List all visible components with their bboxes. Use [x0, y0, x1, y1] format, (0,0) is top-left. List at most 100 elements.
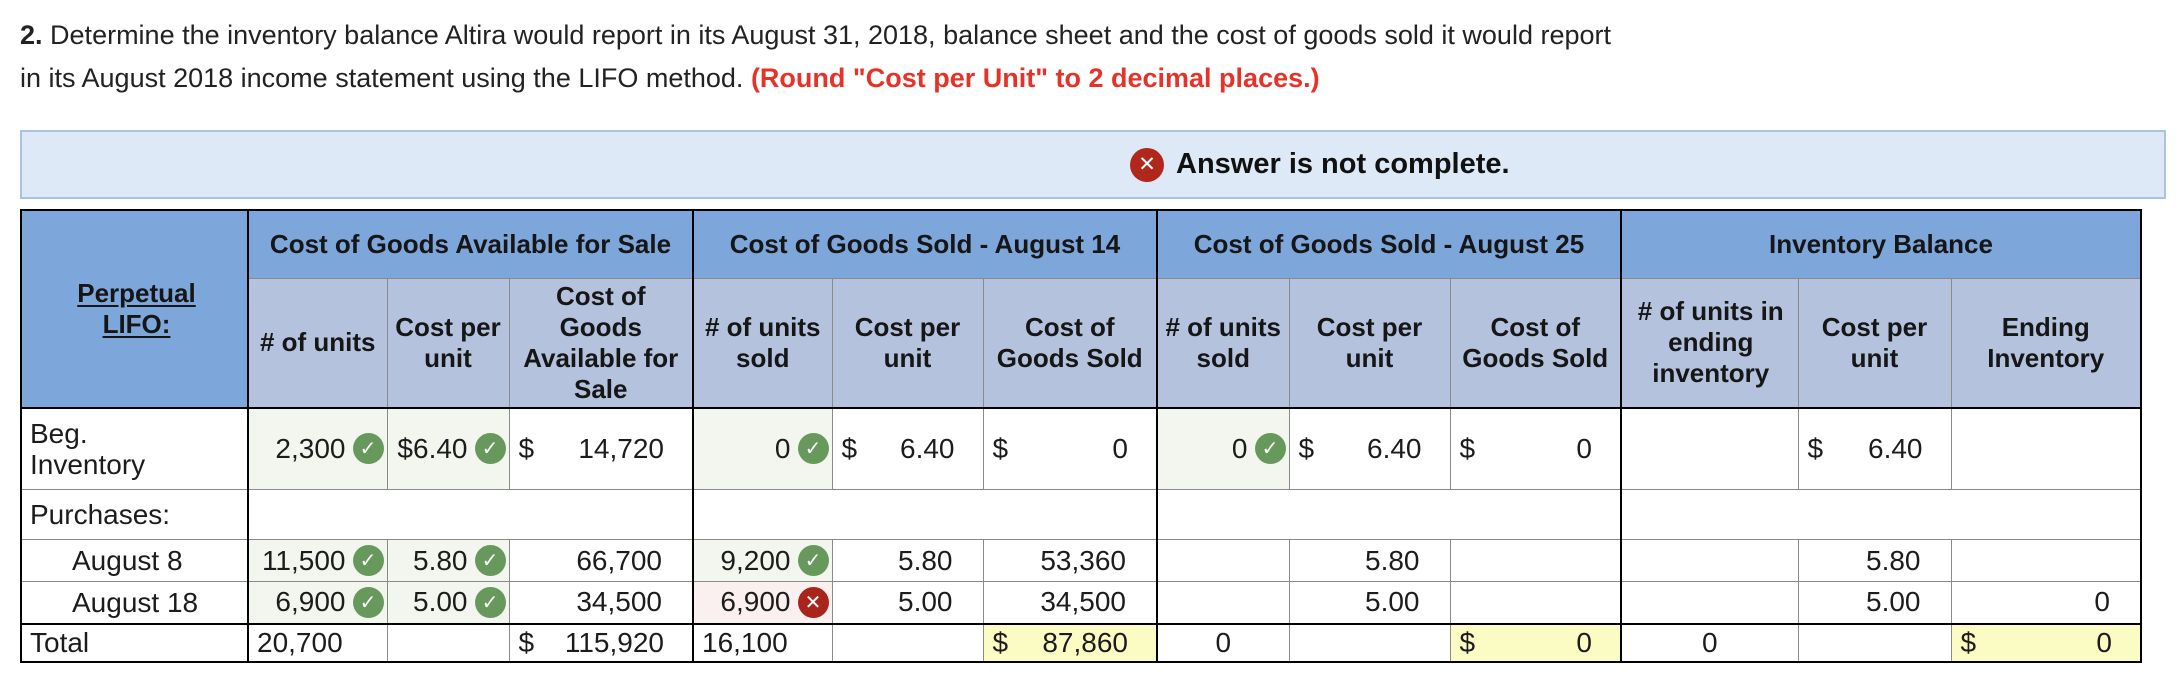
- input-cell[interactable]: 0: [1620, 622, 1799, 662]
- cell-value: 5.80: [898, 544, 953, 576]
- empty-cell: [1620, 489, 2142, 540]
- input-cell[interactable]: $6.40 ✓: [386, 407, 510, 490]
- row-label-text: Purchases:: [30, 499, 171, 530]
- value-cell: 5.80: [831, 539, 984, 582]
- banner-text: Answer is not complete.: [1176, 148, 1510, 180]
- empty-cell: [1620, 407, 1799, 490]
- input-cell[interactable]: 6,900 ✕: [692, 581, 833, 624]
- cell-value: $6.40: [397, 432, 468, 464]
- question-line2: in its August 2018 income statement usin…: [20, 63, 744, 93]
- cell-value: 34,500: [1040, 586, 1126, 618]
- cell-value: 5.00: [1365, 586, 1420, 618]
- empty-cell: [1950, 539, 2142, 582]
- input-cell[interactable]: 5.80 ✓: [386, 539, 510, 582]
- cell-value: 0: [1112, 432, 1128, 464]
- empty-cell: [1156, 581, 1290, 624]
- empty-cell: [1449, 539, 1622, 582]
- empty-cell: [1620, 581, 1799, 624]
- empty-cell: [692, 489, 1158, 540]
- value-cell: 0: [1950, 581, 2142, 624]
- table-row-aug8: August 8 11,500 ✓ 5.80 ✓ 66,700 9,200 ✓ 5.80 53,3…: [20, 539, 2142, 582]
- input-cell[interactable]: 5.00 ✓: [386, 581, 510, 624]
- table-group-header-row: Perpetual LIFO: Cost of Goods Available f…: [20, 209, 2142, 409]
- cell-value: 0: [1231, 432, 1248, 464]
- input-cell[interactable]: 0: [1156, 622, 1290, 662]
- row-label: August 8: [20, 539, 249, 582]
- rounding-note: (Round "Cost per Unit" to 2 decimal plac…: [750, 63, 1320, 93]
- input-cell[interactable]: 0 ✓: [1156, 407, 1290, 490]
- col-header-units-sold-a25: # of units sold: [1156, 277, 1290, 409]
- question-number: 2.: [20, 20, 43, 50]
- cell-value: 34,500: [576, 586, 662, 618]
- value-cell: $87,860: [982, 622, 1158, 662]
- cell-value: 0: [1576, 432, 1592, 464]
- col-header-cost-per-unit: Cost per unit: [386, 277, 510, 409]
- empty-cell: [1156, 489, 1622, 540]
- cell-value: 5.80: [1365, 544, 1420, 576]
- empty-cell: [386, 622, 510, 662]
- empty-cell: [1797, 622, 1952, 662]
- cell-value: 5.80: [413, 544, 468, 576]
- correct-check-icon: ✓: [352, 545, 384, 576]
- question-text: 2. Determine the inventory balance Altir…: [20, 14, 2120, 100]
- empty-cell: [1950, 407, 2142, 490]
- row-label: August 18: [20, 581, 249, 624]
- page: 2. Determine the inventory balance Altir…: [0, 14, 2184, 663]
- table-row-beg: Beg. Inventory 2,300 ✓ $6.40 ✓ $14,720 0 ✓ $6.40 $…: [20, 407, 2142, 490]
- input-cell[interactable]: 16,100: [692, 622, 833, 662]
- input-cell[interactable]: 9,200 ✓: [692, 539, 833, 582]
- value-cell: $0: [1449, 622, 1622, 662]
- cell-value: 14,720: [578, 432, 664, 464]
- cell-value: 9,200: [720, 544, 791, 576]
- question-line1: Determine the inventory balance Altira w…: [50, 20, 1611, 50]
- empty-cell: [1449, 581, 1622, 624]
- table-row-aug18: August 18 6,900 ✓ 5.00 ✓ 34,500 6,900 ✕ 5.00 34,5…: [20, 581, 2142, 624]
- col-header-cost-per-unit-ib: Cost per unit: [1797, 277, 1952, 409]
- cell-value: 6.40: [1868, 432, 1923, 464]
- table-row-total: Total 20,700 $115,920 16,100 $87,860 0 $0 0 $0: [20, 622, 2142, 662]
- value-cell: 5.80: [1797, 539, 1952, 582]
- cell-value: 0: [1215, 626, 1232, 658]
- correct-check-icon: ✓: [474, 545, 506, 576]
- cell-value: 6.40: [1367, 432, 1422, 464]
- dollar-sign: $: [518, 432, 535, 464]
- cell-value: 6,900: [275, 586, 346, 618]
- value-cell: $115,920: [508, 622, 694, 662]
- value-cell: 5.00: [1797, 581, 1952, 624]
- row-label: Beg. Inventory: [20, 407, 249, 490]
- cell-value: 6.40: [900, 432, 955, 464]
- cell-value: 87,860: [1042, 626, 1128, 658]
- col-header-cost-per-unit-a25: Cost per unit: [1288, 277, 1451, 409]
- cell-value: 20,700: [257, 626, 343, 658]
- dollar-sign: $: [1459, 626, 1476, 658]
- value-cell: $6.40: [1797, 407, 1952, 490]
- empty-cell: [831, 622, 984, 662]
- input-cell[interactable]: 2,300 ✓: [247, 407, 388, 490]
- row-label: Total: [20, 622, 249, 662]
- col-header-cogs-sold-a25: Cost of Goods Sold: [1449, 277, 1622, 409]
- group-header-cogs-august-14: Cost of Goods Sold - August 14: [692, 209, 1158, 279]
- input-cell[interactable]: 11,500 ✓: [247, 539, 388, 582]
- group-header-cogs-august-25: Cost of Goods Sold - August 25: [1156, 209, 1622, 279]
- corner-header-line1: Perpetual: [77, 277, 196, 308]
- empty-cell: [1620, 539, 1799, 582]
- cell-value: 66,700: [576, 544, 662, 576]
- input-cell[interactable]: 0 ✓: [692, 407, 833, 490]
- cell-value: 0: [2094, 586, 2110, 618]
- perpetual-lifo-table: Perpetual LIFO: Cost of Goods Available f…: [20, 209, 2142, 663]
- cell-value: 5.00: [413, 586, 468, 618]
- cell-value: 5.00: [1866, 586, 1921, 618]
- correct-check-icon: ✓: [797, 433, 829, 465]
- correct-check-icon: ✓: [352, 586, 384, 618]
- row-label-text: Beg.: [30, 417, 88, 449]
- value-cell: 5.00: [831, 581, 984, 624]
- value-cell: 53,360: [982, 539, 1158, 582]
- value-cell: $6.40: [1288, 407, 1451, 490]
- cell-value: 0: [1701, 626, 1718, 658]
- input-cell[interactable]: 6,900 ✓: [247, 581, 388, 624]
- value-cell: $0: [982, 407, 1158, 490]
- value-cell: 66,700: [508, 539, 694, 582]
- value-cell: $0: [1449, 407, 1622, 490]
- cell-value: 2,300: [275, 432, 346, 464]
- answer-status-banner: ✕ Answer is not complete.: [20, 130, 2166, 199]
